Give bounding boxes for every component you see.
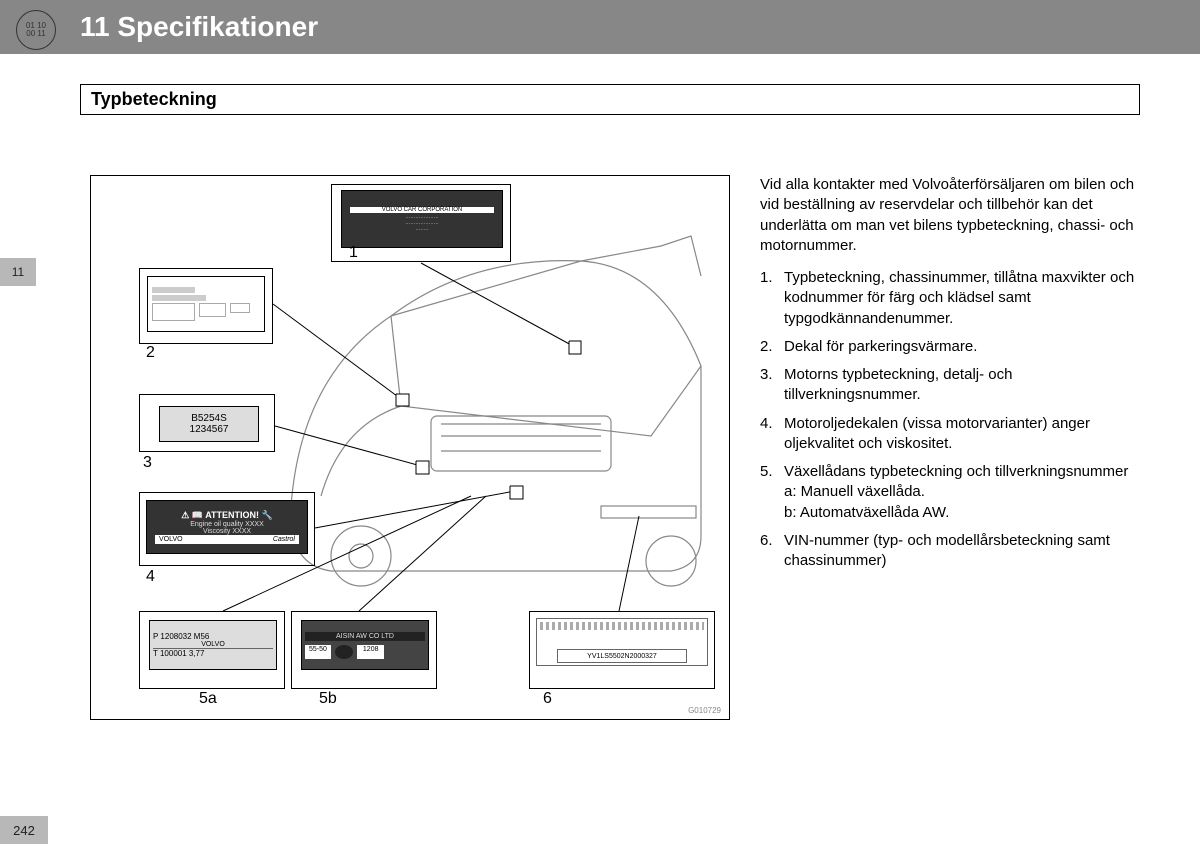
chapter-title: 11 Specifikationer	[80, 11, 318, 43]
list-num: 3.	[760, 365, 773, 385]
type-plate-diagram: VOLVO CAR CORPORATION ··················…	[90, 175, 730, 720]
list-text: Motorns typbeteckning, detalj- och tillv…	[784, 366, 1012, 403]
type-plate-list: 1. Typbeteckning, chassinummer, tillåtna …	[760, 268, 1140, 571]
content-row: VOLVO CAR CORPORATION ··················…	[0, 175, 1200, 720]
list-item: 3. Motorns typbeteckning, detalj- och til…	[760, 365, 1140, 406]
leader-lines	[91, 176, 729, 719]
list-sub-a: a: Manuell växellåda.	[784, 482, 1140, 502]
list-text: VIN-nummer (typ- och modellårsbeteckning…	[784, 532, 1110, 569]
list-num: 2.	[760, 337, 773, 357]
list-sub-b: b: Automatväxellåda AW.	[784, 503, 1140, 523]
list-text: Växellådans typbeteckning och tillverkni…	[784, 463, 1128, 480]
list-num: 6.	[760, 531, 773, 551]
list-item: 6. VIN-nummer (typ- och modellårsbeteckni…	[760, 531, 1140, 572]
text-column: Vid alla kontakter med Volvoåterförsälja…	[760, 175, 1140, 720]
list-num: 4.	[760, 414, 773, 434]
list-item: 4. Motoroljedekalen (vissa motorvarianter…	[760, 414, 1140, 455]
list-text: Dekal för parkeringsvärmare.	[784, 338, 977, 355]
list-item: 2. Dekal för parkeringsvärmare.	[760, 337, 1140, 357]
list-num: 1.	[760, 268, 773, 288]
page-number: 242	[0, 816, 48, 844]
icon-row-2: 00 11	[26, 30, 45, 38]
list-item: 1. Typbeteckning, chassinummer, tillåtna …	[760, 268, 1140, 329]
list-num: 5.	[760, 462, 773, 482]
side-tab: 11	[0, 258, 36, 286]
list-text: Motoroljedekalen (vissa motorvarianter) …	[784, 415, 1090, 452]
subtitle-text: Typbeteckning	[91, 89, 1129, 110]
intro-paragraph: Vid alla kontakter med Volvoåterförsälja…	[760, 175, 1140, 256]
subtitle-box: Typbeteckning	[80, 84, 1140, 115]
binary-icon: 01 10 00 11	[16, 10, 56, 50]
diagram-caption: G010729	[688, 706, 721, 715]
header-bar: 01 10 00 11 11 Specifikationer	[0, 0, 1200, 54]
list-text: Typbeteckning, chassinummer, tillåtna ma…	[784, 269, 1134, 327]
list-item: 5. Växellådans typbeteckning och tillverk…	[760, 462, 1140, 523]
